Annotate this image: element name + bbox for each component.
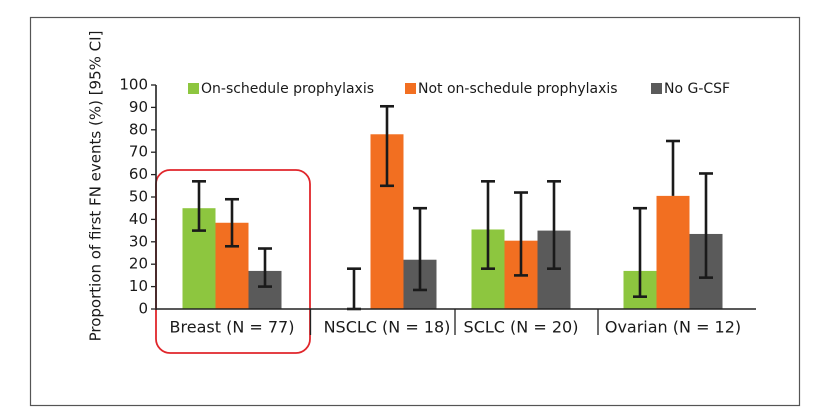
axes [155,85,756,335]
y-tick-label: 20 [129,255,148,273]
legend-swatch [188,83,199,94]
y-tick-label: 40 [129,210,148,228]
y-tick-label: 50 [129,188,148,206]
category-label: SCLC (N = 20) [464,318,579,337]
bar-chart: Proportion of first FN events (%) [95% C… [87,31,756,354]
category-labels: Breast (N = 77) NSCLC (N = 18) SCLC (N = 2… [170,318,742,337]
y-tick-label: 10 [129,277,148,295]
category-label: Breast (N = 77) [170,318,295,337]
legend-swatch [651,83,662,94]
y-axis-label-group: Proportion of first FN events (%) [95% C… [87,31,105,342]
category-label: NSCLC (N = 18) [324,318,451,337]
legend-swatch [405,83,416,94]
y-axis-ticks: 0 10 20 30 40 50 60 70 80 90 100 [119,76,156,318]
bar [656,195,690,309]
legend-label: Not on-schedule prophylaxis [418,81,618,97]
bars [182,134,723,309]
y-tick-label: 30 [129,232,148,250]
legend-label: No G-CSF [664,81,730,97]
y-tick-label: 100 [119,76,148,94]
y-tick-label: 90 [129,98,148,116]
y-tick-label: 60 [129,165,148,183]
y-tick-label: 0 [138,300,148,318]
y-tick-label: 80 [129,120,148,138]
error-bars [192,104,713,311]
legend: On-schedule prophylaxis Not on-schedule p… [188,81,730,97]
y-axis-label: Proportion of first FN events (%) [95% C… [87,31,105,342]
y-tick-label: 70 [129,143,148,161]
legend-label: On-schedule prophylaxis [201,81,374,97]
category-label: Ovarian (N = 12) [605,318,741,337]
